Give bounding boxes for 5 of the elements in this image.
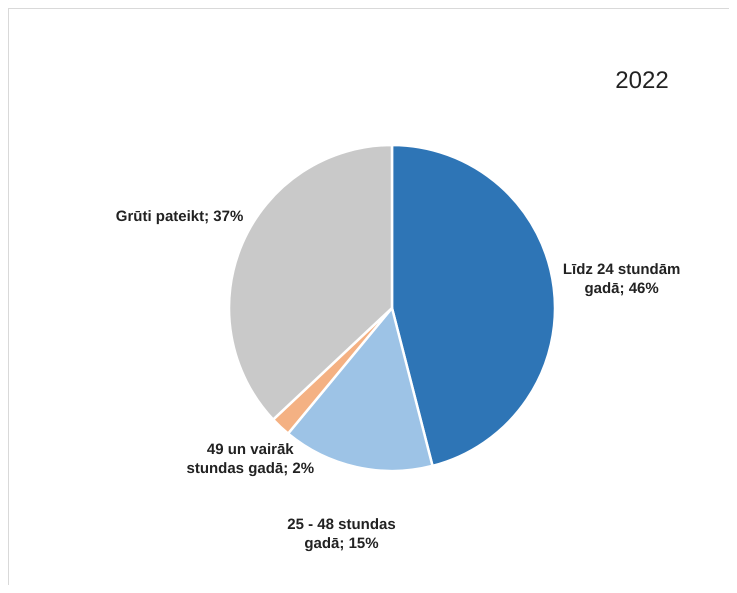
slice-label: Grūti pateikt; 37% xyxy=(116,206,244,226)
slice-label: 25 - 48 stundas gadā; 15% xyxy=(286,514,397,553)
slice-label: Līdz 24 stundām gadā; 46% xyxy=(562,260,682,298)
slice-label: 49 un vairāk stundas gadā; 2% xyxy=(186,440,316,478)
chart-title: 2022 xyxy=(615,67,669,94)
